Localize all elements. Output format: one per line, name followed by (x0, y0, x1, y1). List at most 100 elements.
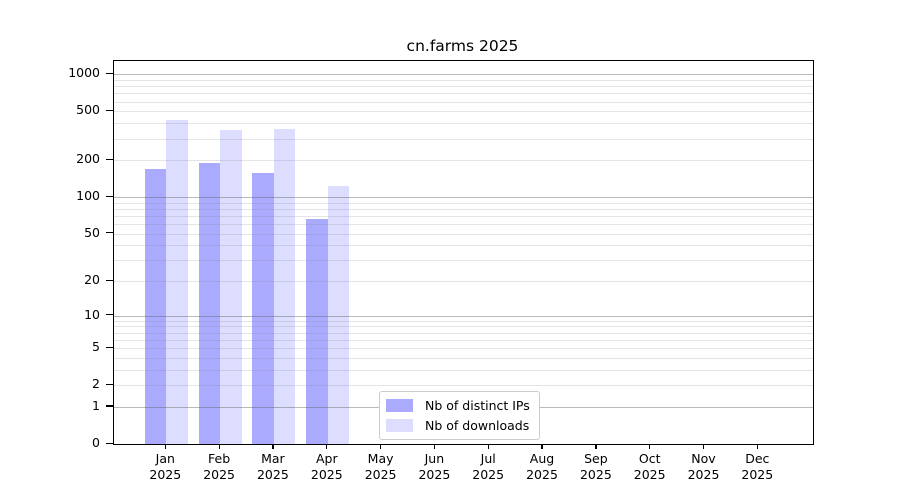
y-tick-mark-100 (106, 195, 113, 197)
legend-swatch-distinct-ips (386, 399, 413, 412)
x-tick-mark-aug (541, 444, 543, 449)
y-tick-label-500: 500 (76, 102, 100, 118)
x-tick-mark-may (380, 444, 382, 449)
x-tick-mark-jul (487, 444, 489, 449)
x-tick-mark-apr (326, 444, 328, 449)
x-tick-label-nov: Nov 2025 (672, 451, 736, 482)
y-tick-label-1: 1 (92, 397, 100, 413)
x-tick-month-aug: Aug (529, 451, 555, 466)
minor-gridline-30 (114, 260, 813, 262)
x-tick-mark-feb (218, 444, 220, 449)
x-tick-month-nov: Nov (691, 451, 716, 466)
minor-gridline-800 (114, 86, 813, 88)
x-tick-year-nov: 2025 (687, 466, 720, 482)
minor-gridline-70 (114, 215, 813, 217)
x-tick-month-jan: Jan (155, 451, 175, 466)
plot-area (113, 60, 814, 445)
x-tick-label-feb: Feb 2025 (187, 451, 251, 482)
x-tick-year-dec: 2025 (741, 466, 774, 482)
y-tick-label-0: 0 (92, 435, 100, 450)
x-tick-mark-nov (702, 444, 705, 449)
minor-gridline-2 (114, 385, 813, 387)
x-tick-label-jun: Jun 2025 (402, 451, 466, 482)
y-tick-label-20: 20 (84, 272, 100, 287)
minor-gridline-200 (114, 160, 813, 162)
bars-layer (114, 61, 813, 444)
minor-gridline-6 (114, 339, 813, 341)
minor-gridline-900 (114, 79, 813, 81)
x-tick-label-may: May 2025 (349, 451, 413, 482)
x-tick-month-mar: Mar (261, 451, 285, 466)
y-tick-mark-1 (106, 405, 113, 407)
x-tick-label-mar: Mar 2025 (241, 451, 305, 482)
x-tick-month-sep: Sep (584, 451, 608, 466)
y-tick-mark-10 (106, 314, 113, 316)
x-tick-month-may: May (367, 451, 394, 466)
bar-distinct-ips-jan (144, 168, 167, 444)
minor-gridline-4 (114, 357, 813, 359)
x-tick-year-jul: 2025 (472, 466, 505, 482)
x-tick-label-aug: Aug 2025 (510, 451, 574, 482)
minor-gridline-50 (114, 233, 813, 235)
chart-title: cn.farms 2025 (406, 37, 519, 55)
bar-distinct-ips-apr (306, 218, 328, 444)
major-gridline-100 (114, 197, 813, 198)
bar-downloads-jan (166, 120, 188, 444)
x-tick-month-oct: Oct (638, 451, 661, 466)
x-tick-year-apr: 2025 (310, 466, 343, 482)
legend-label-distinct-ips: Nb of distinct IPs (425, 398, 530, 413)
minor-gridline-80 (114, 208, 813, 210)
bar-downloads-mar (273, 129, 296, 444)
x-tick-month-dec: Dec (745, 451, 770, 466)
y-tick-mark-0 (106, 442, 113, 444)
legend: Nb of distinct IPs Nb of downloads (379, 391, 540, 440)
minor-gridline-9 (114, 320, 813, 322)
x-tick-year-feb: 2025 (203, 466, 235, 482)
minor-gridline-7 (114, 332, 813, 334)
x-tick-year-aug: 2025 (526, 466, 558, 482)
y-tick-mark-200 (106, 158, 113, 160)
minor-gridline-600 (114, 101, 813, 103)
legend-row-distinct-ips: Nb of distinct IPs (386, 397, 530, 414)
x-tick-mark-sep (595, 444, 597, 449)
y-tick-label-1000: 1000 (68, 65, 100, 81)
y-tick-mark-50 (106, 232, 113, 234)
x-tick-year-oct: 2025 (633, 466, 666, 482)
y-tick-mark-5 (106, 346, 113, 348)
x-tick-mark-mar (272, 444, 274, 449)
x-tick-mark-jan (164, 444, 166, 449)
minor-gridline-40 (114, 245, 813, 247)
legend-swatch-downloads (386, 419, 413, 432)
y-tick-mark-20 (106, 279, 113, 281)
grid-layer (114, 61, 813, 444)
y-tick-mark-500 (106, 109, 113, 111)
major-gridline-1000 (114, 74, 813, 76)
minor-gridline-700 (114, 93, 813, 95)
y-tick-label-10: 10 (84, 306, 100, 322)
x-tick-label-dec: Dec 2025 (725, 451, 789, 482)
x-tick-year-mar: 2025 (256, 466, 289, 482)
x-tick-year-jun: 2025 (418, 466, 451, 482)
y-tick-label-2: 2 (92, 376, 100, 392)
x-tick-month-apr: Apr (315, 451, 338, 466)
minor-gridline-60 (114, 224, 813, 225)
x-tick-year-may: 2025 (364, 466, 397, 482)
bar-downloads-apr (327, 185, 350, 444)
x-tick-mark-dec (756, 444, 758, 449)
minor-gridline-20 (114, 281, 813, 282)
major-gridline-10 (114, 315, 813, 317)
y-tick-mark-2 (106, 383, 113, 385)
bar-distinct-ips-feb (198, 163, 221, 444)
bar-downloads-feb (220, 130, 242, 444)
minor-gridline-5 (114, 348, 813, 350)
x-tick-mark-jun (433, 444, 436, 449)
x-tick-month-jun: Jun (424, 451, 445, 466)
x-tick-month-feb: Feb (208, 451, 231, 466)
minor-gridline-400 (114, 123, 813, 125)
y-tick-label-5: 5 (92, 339, 100, 355)
x-tick-label-jan: Jan 2025 (133, 451, 197, 482)
legend-label-downloads: Nb of downloads (425, 418, 530, 433)
bar-distinct-ips-mar (252, 172, 274, 444)
x-tick-label-apr: Apr 2025 (295, 451, 359, 482)
